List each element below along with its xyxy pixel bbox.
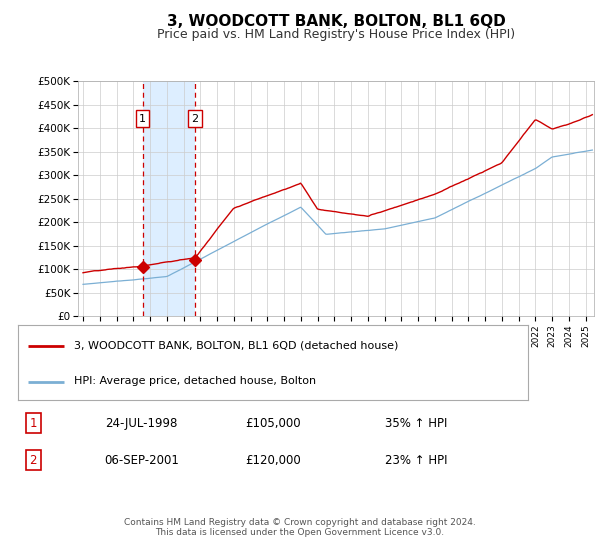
Bar — [143, 81, 195, 316]
Text: 1: 1 — [139, 114, 146, 124]
Text: 2: 2 — [191, 114, 199, 124]
Text: 3, WOODCOTT BANK, BOLTON, BL1 6QD: 3, WOODCOTT BANK, BOLTON, BL1 6QD — [167, 14, 505, 29]
Text: 1: 1 — [29, 417, 37, 430]
Text: 24-JUL-1998: 24-JUL-1998 — [105, 417, 177, 430]
Text: 06-SEP-2001: 06-SEP-2001 — [105, 454, 179, 467]
Text: £120,000: £120,000 — [245, 454, 301, 467]
Text: £105,000: £105,000 — [245, 417, 301, 430]
Text: HPI: Average price, detached house, Bolton: HPI: Average price, detached house, Bolt… — [74, 376, 316, 386]
Text: 2: 2 — [29, 454, 37, 467]
Text: 3, WOODCOTT BANK, BOLTON, BL1 6QD (detached house): 3, WOODCOTT BANK, BOLTON, BL1 6QD (detac… — [74, 341, 398, 351]
Text: 35% ↑ HPI: 35% ↑ HPI — [385, 417, 447, 430]
Text: Price paid vs. HM Land Registry's House Price Index (HPI): Price paid vs. HM Land Registry's House … — [157, 28, 515, 41]
Text: Contains HM Land Registry data © Crown copyright and database right 2024.
This d: Contains HM Land Registry data © Crown c… — [124, 518, 476, 538]
Text: 23% ↑ HPI: 23% ↑ HPI — [385, 454, 447, 467]
